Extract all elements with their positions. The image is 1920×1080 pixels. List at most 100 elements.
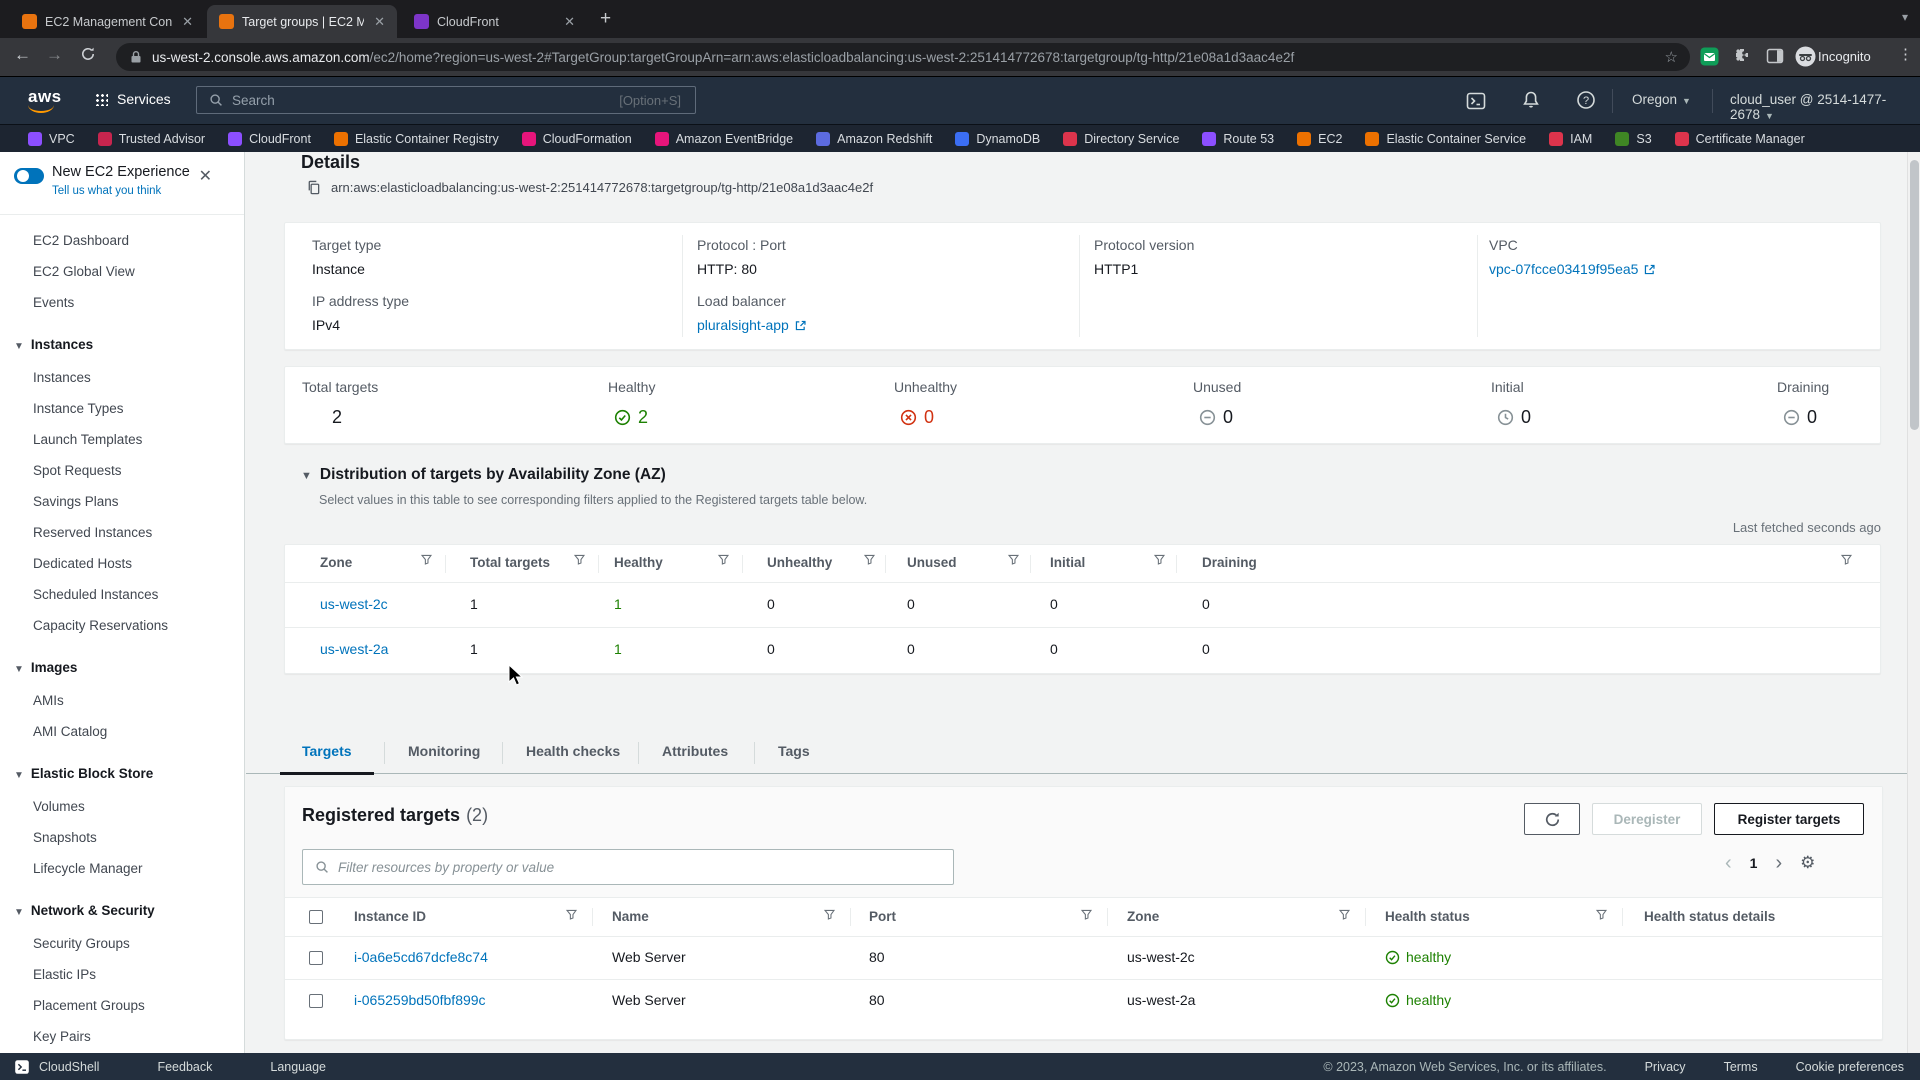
- favorite-cloudformation[interactable]: CloudFormation: [521, 131, 632, 146]
- filter-funnel-icon[interactable]: [573, 553, 586, 566]
- register-targets-button[interactable]: Register targets: [1714, 803, 1864, 835]
- select-all-checkbox[interactable]: [309, 910, 323, 924]
- help-icon[interactable]: ?: [1576, 90, 1596, 110]
- aws-logo[interactable]: aws: [28, 87, 62, 113]
- prev-page-icon[interactable]: ‹: [1725, 852, 1732, 874]
- new-tab-button[interactable]: +: [600, 8, 612, 29]
- terms-link[interactable]: Terms: [1723, 1059, 1758, 1074]
- reload-button[interactable]: [80, 46, 96, 62]
- tab-monitoring[interactable]: Monitoring: [408, 743, 481, 759]
- back-button[interactable]: ←: [14, 45, 31, 64]
- sidebar-item-savings-plans[interactable]: Savings Plans: [33, 494, 119, 509]
- favorite-s3[interactable]: S3: [1615, 131, 1652, 146]
- extensions-puzzle-icon[interactable]: [1733, 47, 1751, 65]
- favorite-directory-service[interactable]: Directory Service: [1063, 131, 1179, 146]
- filter-funnel-icon[interactable]: [565, 908, 578, 921]
- instance-id-link[interactable]: i-065259bd50fbf899c: [354, 992, 486, 1008]
- feedback-link[interactable]: Feedback: [157, 1059, 213, 1074]
- sidebar-item-capacity-reservations[interactable]: Capacity Reservations: [33, 618, 169, 633]
- privacy-link[interactable]: Privacy: [1644, 1059, 1686, 1074]
- filter-funnel-icon[interactable]: [717, 553, 730, 566]
- tab-targets[interactable]: Targets: [280, 736, 374, 775]
- table-row[interactable]: us-west-2a 1 1 0 0 0 0: [285, 628, 1880, 673]
- table-row[interactable]: i-0a6e5cd67dcfe8c74 Web Server 80 us-wes…: [285, 937, 1882, 980]
- next-page-icon[interactable]: ›: [1775, 852, 1783, 874]
- sidebar-item-security-groups[interactable]: Security Groups: [33, 936, 130, 951]
- favorite-ecs[interactable]: Elastic Container Service: [1365, 131, 1526, 146]
- sidebar-item-instances[interactable]: Instances: [33, 370, 91, 385]
- instance-id-link[interactable]: i-0a6e5cd67dcfe8c74: [354, 949, 488, 965]
- cloudshell-footer-button[interactable]: CloudShell: [14, 1059, 99, 1075]
- sidebar-item-ami-catalog[interactable]: AMI Catalog: [33, 724, 108, 739]
- url-bar[interactable]: us-west-2.console.aws.amazon.com/ec2/hom…: [116, 43, 1690, 71]
- deregister-button[interactable]: Deregister: [1592, 803, 1702, 835]
- browser-tab-1[interactable]: EC2 Management Console ✕: [10, 5, 205, 38]
- sidebar-item-amis[interactable]: AMIs: [33, 693, 64, 708]
- chevron-down-icon[interactable]: ▾: [1901, 10, 1908, 24]
- cloudshell-icon[interactable]: [1466, 91, 1486, 111]
- load-balancer-link[interactable]: pluralsight-app: [697, 317, 807, 333]
- filter-funnel-icon[interactable]: [1007, 553, 1020, 566]
- sidebar-item-snapshots[interactable]: Snapshots: [33, 830, 97, 845]
- vpc-link[interactable]: vpc-07fcce03419f95ea5: [1489, 261, 1656, 277]
- copy-icon[interactable]: [306, 180, 321, 195]
- sidebar-item-ec2-global-view[interactable]: EC2 Global View: [33, 264, 135, 279]
- services-menu[interactable]: Services: [95, 91, 171, 107]
- account-menu[interactable]: cloud_user @ 2514-1477-2678 ▼: [1730, 92, 1887, 122]
- sidebar-item-placement-groups[interactable]: Placement Groups: [33, 998, 145, 1013]
- sidebar-item-elastic-ips[interactable]: Elastic IPs: [33, 967, 97, 982]
- filter-funnel-icon[interactable]: [863, 553, 876, 566]
- filter-funnel-icon[interactable]: [1080, 908, 1093, 921]
- filter-funnel-icon[interactable]: [823, 908, 836, 921]
- tab-attributes[interactable]: Attributes: [662, 743, 729, 759]
- filter-funnel-icon[interactable]: [1840, 553, 1853, 566]
- sidebar-item-reserved-instances[interactable]: Reserved Instances: [33, 525, 153, 540]
- filter-input[interactable]: Filter resources by property or value: [302, 849, 954, 885]
- sidebar-item-dedicated-hosts[interactable]: Dedicated Hosts: [33, 556, 133, 571]
- new-experience-link[interactable]: Tell us what you think: [52, 185, 162, 197]
- filter-funnel-icon[interactable]: [1338, 908, 1351, 921]
- favorite-redshift[interactable]: Amazon Redshift: [816, 131, 932, 146]
- favorite-certificate-manager[interactable]: Certificate Manager: [1674, 131, 1805, 146]
- browser-menu-kebab-icon[interactable]: ⋮: [1898, 46, 1913, 63]
- favorite-route53[interactable]: Route 53: [1202, 131, 1274, 146]
- sidebar-section-instances[interactable]: ▼ Instances: [14, 337, 94, 352]
- browser-tab-2-active[interactable]: Target groups | EC2 Managem ✕: [207, 5, 397, 38]
- region-selector[interactable]: Oregon ▼: [1632, 92, 1691, 107]
- table-row[interactable]: us-west-2c 1 1 0 0 0 0: [285, 583, 1880, 628]
- language-link[interactable]: Language: [270, 1059, 326, 1074]
- forward-button[interactable]: →: [46, 45, 63, 64]
- distribution-section-header[interactable]: ▼ Distribution of targets by Availability…: [301, 466, 666, 483]
- sidebar-section-images[interactable]: ▼ Images: [14, 660, 78, 675]
- favorite-cloudfront[interactable]: CloudFront: [228, 131, 311, 146]
- zone-link[interactable]: us-west-2c: [320, 596, 388, 612]
- mail-extension-icon[interactable]: [1700, 47, 1719, 66]
- cookie-preferences-link[interactable]: Cookie preferences: [1795, 1059, 1904, 1074]
- favorite-trusted-advisor[interactable]: Trusted Advisor: [97, 131, 205, 146]
- filter-funnel-icon[interactable]: [420, 553, 433, 566]
- row-checkbox[interactable]: [309, 994, 323, 1008]
- bookmark-star-icon[interactable]: ☆: [1664, 49, 1678, 66]
- zone-link[interactable]: us-west-2a: [320, 641, 389, 657]
- close-icon[interactable]: ✕: [198, 168, 212, 185]
- favorite-vpc[interactable]: VPC: [28, 131, 75, 146]
- favorite-dynamodb[interactable]: DynamoDB: [955, 131, 1040, 146]
- filter-funnel-icon[interactable]: [1153, 553, 1166, 566]
- scrollbar-thumb[interactable]: [1910, 160, 1919, 430]
- table-row[interactable]: i-065259bd50fbf899c Web Server 80 us-wes…: [285, 980, 1882, 1023]
- incognito-avatar-icon[interactable]: [1795, 46, 1816, 67]
- sidebar-section-ebs[interactable]: ▼ Elastic Block Store: [14, 766, 154, 781]
- tab-health-checks[interactable]: Health checks: [526, 743, 621, 759]
- page-number[interactable]: 1: [1749, 855, 1758, 871]
- sidebar-item-lifecycle-manager[interactable]: Lifecycle Manager: [33, 861, 143, 876]
- new-experience-toggle[interactable]: [14, 168, 44, 184]
- notifications-bell-icon[interactable]: [1521, 90, 1541, 110]
- browser-tab-3[interactable]: CloudFront ✕: [402, 5, 587, 38]
- side-panel-icon[interactable]: [1766, 47, 1784, 65]
- tab-tags[interactable]: Tags: [778, 743, 810, 759]
- sidebar-item-launch-templates[interactable]: Launch Templates: [33, 432, 143, 447]
- sidebar-item-ec2-dashboard[interactable]: EC2 Dashboard: [33, 233, 130, 248]
- favorite-ec2[interactable]: EC2: [1297, 131, 1342, 146]
- favorite-iam[interactable]: IAM: [1549, 131, 1592, 146]
- favorite-eventbridge[interactable]: Amazon EventBridge: [654, 131, 793, 146]
